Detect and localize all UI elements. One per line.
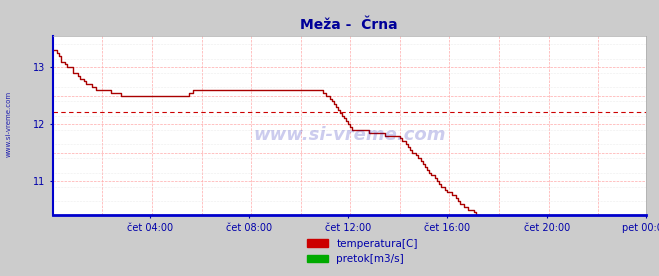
Text: www.si-vreme.com: www.si-vreme.com (253, 126, 445, 144)
Title: Meža -  Črna: Meža - Črna (301, 18, 398, 32)
Text: www.si-vreme.com: www.si-vreme.com (5, 91, 12, 157)
Legend: temperatura[C], pretok[m3/s]: temperatura[C], pretok[m3/s] (303, 235, 422, 268)
